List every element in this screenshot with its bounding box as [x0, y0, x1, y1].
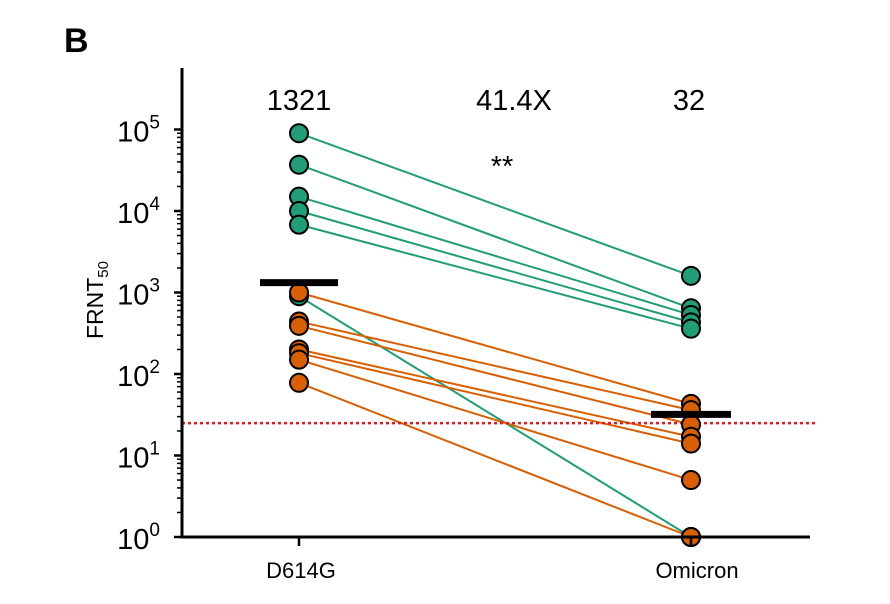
y-tick-label-2: 102	[117, 357, 160, 393]
y-tick-exponent-4: 4	[149, 194, 160, 215]
pair-line-6	[298, 295, 692, 538]
y-tick-label-5: 105	[117, 113, 160, 149]
y-tick-base-3: 10	[117, 280, 149, 312]
y-tick-base-0: 10	[117, 524, 149, 556]
y-axis-label-main: FRNT	[82, 278, 108, 339]
point-d614g-7	[289, 282, 309, 303]
point-omicron-5	[681, 318, 701, 339]
point-d614g-12	[289, 349, 309, 370]
pair-line-9	[298, 324, 692, 426]
pair-line-2	[298, 163, 692, 310]
y-tick-exponent-0: 0	[149, 520, 160, 541]
y-tick-exponent-2: 2	[149, 357, 160, 378]
x-tick-label-omicron: Omicron	[655, 558, 738, 583]
significance-label: **	[491, 151, 514, 183]
pair-line-13	[298, 381, 692, 538]
geomean-bars	[260, 279, 731, 418]
pair-line-12	[298, 358, 692, 481]
y-axis-label: FRNT50	[82, 261, 112, 339]
y-tick-label-0: 100	[117, 520, 160, 556]
point-d614g-1	[289, 123, 309, 144]
point-d614g-2	[289, 154, 309, 175]
panel-label: B	[64, 22, 89, 60]
pair-line-3	[298, 195, 692, 316]
y-tick-base-4: 10	[117, 198, 149, 230]
y-tick-exponent-5: 5	[149, 113, 160, 134]
point-d614g-9	[289, 315, 309, 336]
y-tick-base-5: 10	[117, 117, 149, 149]
point-omicron-11	[681, 433, 701, 454]
y-tick-base-2: 10	[117, 361, 149, 393]
point-d614g-13	[289, 372, 309, 393]
y-tick-exponent-3: 3	[149, 276, 160, 297]
pair-line-1	[298, 132, 692, 277]
point-omicron-1	[681, 265, 701, 286]
y-tick-base-1: 10	[117, 443, 149, 475]
pair-line-5	[298, 223, 692, 330]
y-tick-exponent-1: 1	[149, 439, 160, 460]
fold-change-label: 41.4X	[476, 85, 552, 117]
y-axis-label-subscript: 50	[95, 261, 112, 278]
pair-line-11	[298, 352, 692, 445]
geomean-label-d614g: 1321	[267, 85, 332, 117]
y-tick-label-1: 101	[117, 439, 160, 475]
pair-line-10	[298, 348, 692, 438]
point-omicron-12	[681, 470, 701, 491]
geomean-label-omicron: 32	[673, 85, 705, 117]
pair-line-7	[298, 291, 692, 405]
x-tick-label-d614g: D614G	[266, 558, 336, 583]
pair-line-8	[298, 320, 692, 412]
y-tick-label-4: 104	[117, 194, 160, 230]
data-points	[289, 123, 701, 547]
pair-lines	[298, 132, 692, 538]
pair-line-4	[298, 210, 692, 324]
y-tick-label-3: 103	[117, 276, 160, 312]
point-d614g-5	[289, 214, 309, 235]
